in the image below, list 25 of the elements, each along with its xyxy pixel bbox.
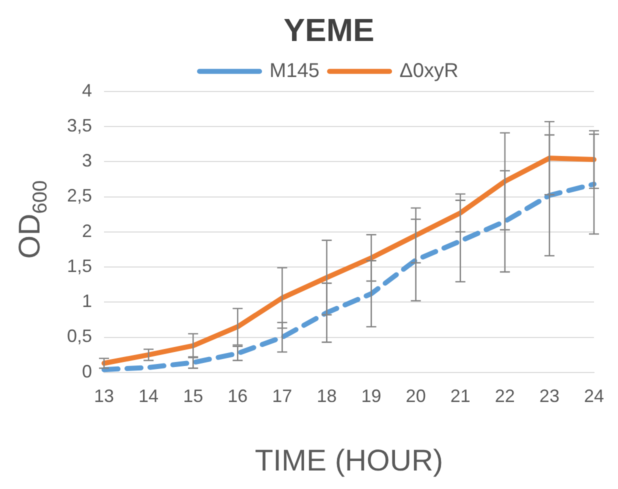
y-tick-label: 3 [82,150,92,171]
y-tick-label: 4 [82,80,92,100]
x-tick-label: 23 [539,386,560,406]
x-tick-label: 20 [406,386,426,406]
y-tick-label: 0,5 [66,326,92,346]
legend-label: Δ0xyR [400,60,458,82]
x-tick-label: 21 [450,386,470,406]
y-tick-label: 2,5 [66,186,92,206]
y-tick-label: 0 [82,361,92,382]
x-tick-label: 17 [272,386,292,406]
x-tick-label: 18 [316,386,337,406]
x-axis-title: TIME (HOUR) [254,444,444,478]
chart-title: YEME [284,12,374,48]
y-tick-label: 3,5 [66,115,92,136]
x-tick-label: 22 [494,386,515,406]
y-tick-label: 1,5 [66,256,92,276]
y-tick-label: 2 [82,220,92,241]
x-tick-label: 14 [138,386,159,406]
legend-label: M145 [270,60,320,82]
x-tick-label: 15 [183,386,204,406]
x-tick-label: 16 [228,386,248,406]
x-tick-label: 24 [584,386,604,406]
y-tick-label: 1 [82,291,92,312]
x-tick-label: 19 [361,386,382,406]
x-tick-label: 13 [94,386,114,406]
